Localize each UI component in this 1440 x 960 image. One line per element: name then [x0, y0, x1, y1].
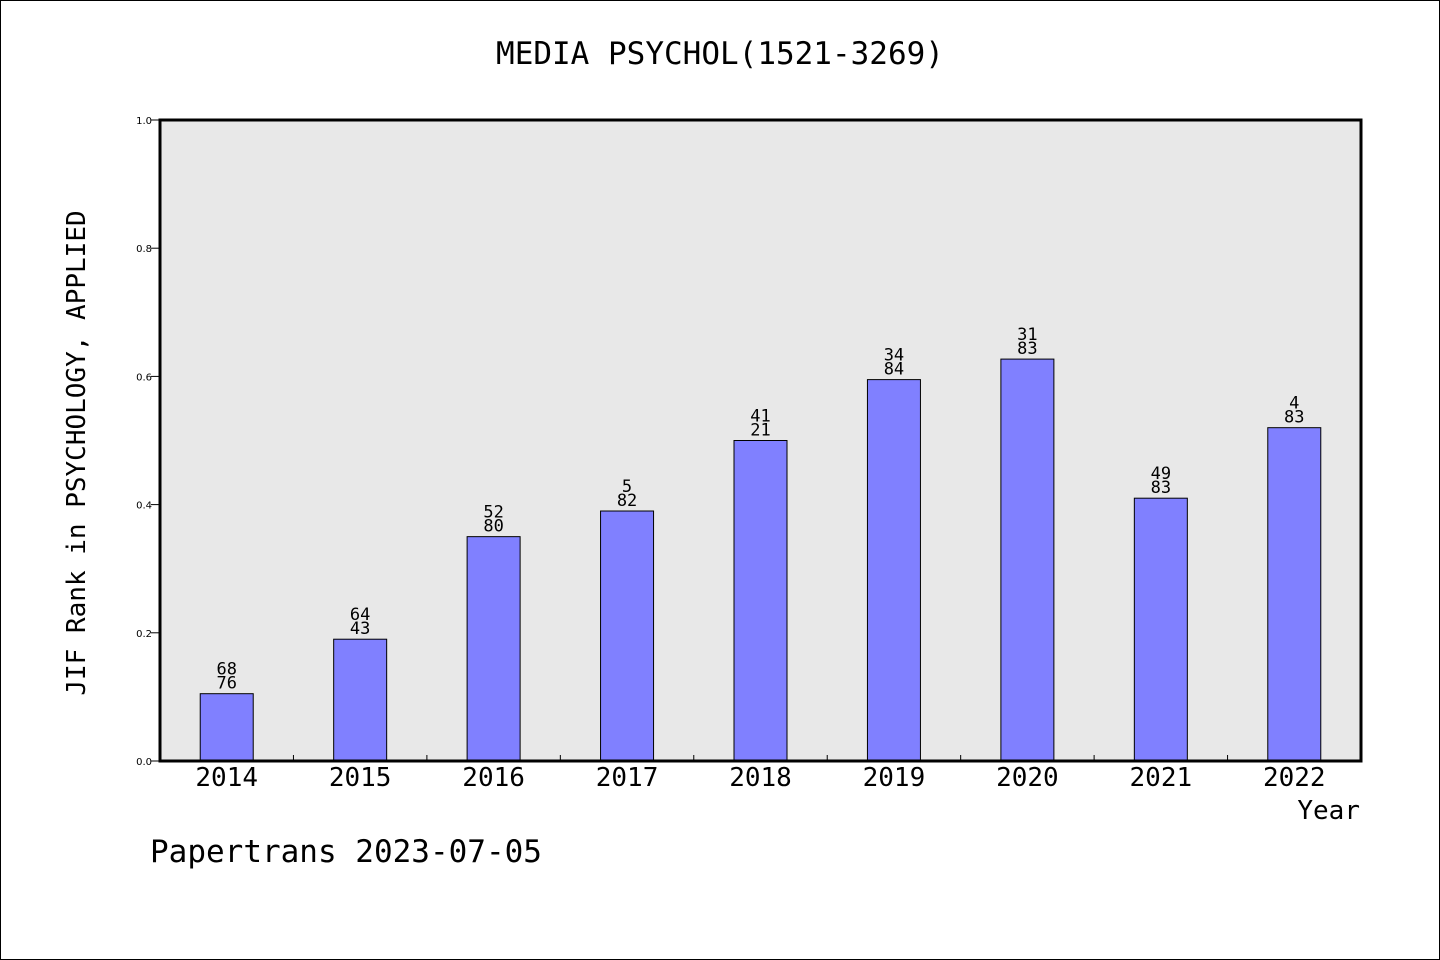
- x-axis-label: Year: [1297, 796, 1360, 826]
- x-tick-label: 2021: [1130, 763, 1193, 793]
- footer-credit: Papertrans 2023-07-05: [150, 834, 542, 870]
- bar-data-label: 80: [483, 517, 503, 537]
- y-tick-label: 0.4: [136, 501, 152, 512]
- bar: [866, 379, 921, 762]
- bar-data-label: 83: [1017, 339, 1037, 359]
- bar-data-label: 68: [216, 660, 236, 680]
- x-tick-label: 2015: [329, 763, 392, 793]
- bar-data-label: 31: [1017, 325, 1037, 345]
- x-tick-label: 2019: [863, 763, 926, 793]
- bar: [199, 693, 254, 762]
- bar-data-label: 76: [216, 674, 236, 694]
- bar-data-label: 34: [884, 346, 904, 366]
- bar-data-label: 64: [350, 605, 370, 625]
- bar-data-label: 83: [1151, 478, 1171, 498]
- y-tick-label: 0.2: [136, 629, 152, 640]
- bar-data-label: 41: [750, 407, 770, 427]
- x-tick-label: 2017: [596, 763, 659, 793]
- x-tick-label: 2022: [1263, 763, 1326, 793]
- x-tick-label: 2020: [996, 763, 1059, 793]
- plot-border: [158, 118, 1363, 763]
- bar-data-label: 84: [884, 360, 904, 380]
- bar: [333, 638, 388, 762]
- bar: [600, 510, 655, 762]
- y-tick-label: 0.8: [136, 244, 152, 255]
- bar-data-label: 52: [483, 503, 503, 523]
- bar-data-label: 43: [350, 619, 370, 639]
- x-tick-label: 2014: [195, 763, 258, 793]
- bar: [1000, 358, 1055, 762]
- y-tick-label: 1.0: [136, 116, 152, 127]
- bar-data-label: 83: [1284, 408, 1304, 428]
- bar: [1267, 427, 1322, 762]
- y-tick-label: 0.0: [136, 757, 152, 768]
- chart-title: MEDIA PSYCHOL(1521-3269): [496, 36, 944, 72]
- bar-data-label: 4: [1289, 394, 1299, 414]
- bar: [1133, 497, 1188, 762]
- bar-data-label: 49: [1151, 464, 1171, 484]
- x-tick-label: 2016: [462, 763, 525, 793]
- bar: [733, 440, 788, 762]
- y-tick-label: 0.6: [136, 372, 152, 383]
- x-tick-label: 2018: [729, 763, 792, 793]
- bar-data-label: 82: [617, 491, 637, 511]
- bar: [466, 536, 521, 762]
- bar-data-label: 21: [750, 421, 770, 441]
- bar-data-label: 5: [622, 477, 632, 497]
